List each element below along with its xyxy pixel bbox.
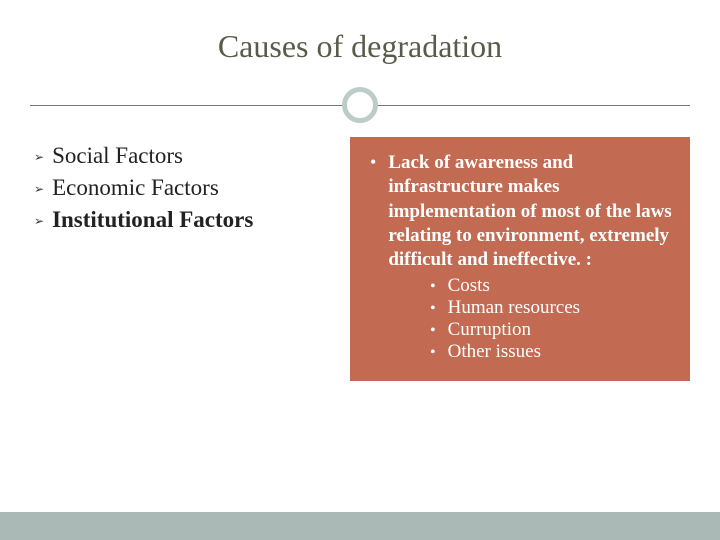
list-item: ➢ Social Factors	[34, 143, 340, 169]
dot-bullet-icon: •	[370, 151, 376, 174]
factor-label: Economic Factors	[52, 175, 219, 201]
factor-label-active: Institutional Factors	[52, 207, 253, 233]
sub-item: • Costs	[430, 275, 674, 297]
arrow-bullet-icon: ➢	[34, 214, 44, 228]
title-divider	[30, 87, 690, 127]
slide: Causes of degradation ➢ Social Factors ➢…	[0, 0, 720, 540]
callout-sublist: • Costs • Human resources • Curruption •…	[430, 275, 674, 363]
callout-box: • Lack of awareness and infrastructure m…	[350, 137, 690, 381]
sub-label: Costs	[448, 275, 490, 297]
dot-bullet-icon: •	[430, 278, 436, 296]
arrow-bullet-icon: ➢	[34, 150, 44, 164]
dot-bullet-icon: •	[430, 300, 436, 318]
footer-bar	[0, 512, 720, 540]
slide-title: Causes of degradation	[30, 28, 690, 65]
content-area: ➢ Social Factors ➢ Economic Factors ➢ In…	[30, 137, 690, 381]
left-column: ➢ Social Factors ➢ Economic Factors ➢ In…	[30, 137, 340, 381]
callout-text: Lack of awareness and infrastructure mak…	[388, 151, 674, 273]
list-item: ➢ Institutional Factors	[34, 207, 340, 233]
dot-bullet-icon: •	[430, 322, 436, 340]
factor-label: Social Factors	[52, 143, 183, 169]
sub-item: • Curruption	[430, 319, 674, 341]
divider-circle-icon	[342, 87, 378, 123]
sub-label: Curruption	[448, 319, 531, 341]
arrow-bullet-icon: ➢	[34, 182, 44, 196]
sub-label: Human resources	[448, 297, 580, 319]
list-item: ➢ Economic Factors	[34, 175, 340, 201]
sub-item: • Human resources	[430, 297, 674, 319]
dot-bullet-icon: •	[430, 344, 436, 362]
sub-label: Other issues	[448, 341, 541, 363]
callout-main: • Lack of awareness and infrastructure m…	[370, 151, 674, 273]
sub-item: • Other issues	[430, 341, 674, 363]
